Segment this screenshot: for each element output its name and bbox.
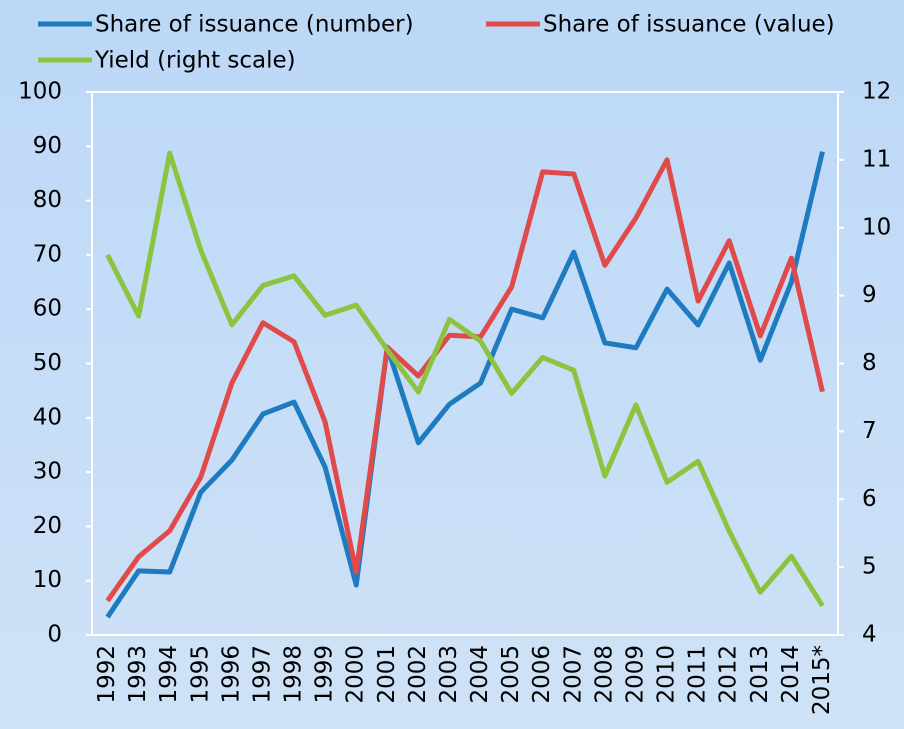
y-tick-label: 10 (33, 567, 62, 593)
y-tick-label: 60 (33, 296, 62, 322)
y-tick-label: 30 (33, 459, 62, 485)
y2-tick-label: 6 (862, 486, 877, 512)
x-tick-label: 2006 (529, 645, 555, 704)
y2-tick-label: 5 (862, 554, 877, 580)
series-line (105, 157, 825, 603)
x-tick-label: 2014 (778, 645, 804, 704)
y-tick-label: 100 (18, 79, 62, 105)
x-tick-label: 1994 (156, 645, 182, 704)
x-tick-label: 2004 (467, 645, 493, 704)
x-tick-label: 2001 (374, 645, 400, 704)
y2-tick-label: 10 (862, 214, 891, 240)
series-line (105, 150, 825, 608)
y-tick-label: 50 (33, 350, 62, 376)
y-tick-label: 80 (33, 187, 62, 213)
y2-tick-label: 12 (862, 79, 891, 105)
y-tick-label: 20 (33, 513, 62, 539)
x-tick-label: 2010 (654, 645, 680, 704)
x-tick-label: 2007 (560, 645, 586, 704)
x-tick-label: 1992 (94, 645, 120, 704)
y-tick-label: 70 (33, 241, 62, 267)
y-tick-label: 40 (33, 404, 62, 430)
x-tick-label: 2005 (498, 645, 524, 704)
x-tick-label: 1997 (249, 645, 275, 704)
x-tick-label: 1996 (218, 645, 244, 704)
y2-tick-label: 11 (862, 146, 891, 172)
series-line (105, 151, 825, 619)
x-tick-label: 1995 (187, 645, 213, 704)
x-tick-label: 1998 (281, 645, 307, 704)
x-tick-label: 2003 (436, 645, 462, 704)
legend-label: Share of issuance (value) (543, 12, 835, 38)
x-tick-label: 1993 (125, 645, 151, 704)
x-tick-label: 2013 (747, 645, 773, 704)
x-tick-label: 2015* (809, 645, 835, 715)
x-tick-label: 2009 (622, 645, 648, 704)
legend-label: Yield (right scale) (94, 48, 296, 74)
legend-label: Share of issuance (number) (95, 12, 414, 38)
x-tick-label: 2000 (343, 645, 369, 704)
x-tick-label: 2008 (591, 645, 617, 704)
x-tick-label: 1999 (312, 645, 338, 704)
y2-tick-label: 4 (862, 622, 877, 648)
x-tick-label: 2002 (405, 645, 431, 704)
y2-tick-label: 8 (862, 350, 877, 376)
y2-tick-label: 9 (862, 282, 877, 308)
x-tick-label: 2011 (685, 645, 711, 704)
y-tick-label: 90 (33, 133, 62, 159)
x-tick-label: 2012 (716, 645, 742, 704)
y2-tick-label: 7 (862, 418, 877, 444)
y-tick-label: 0 (47, 622, 62, 648)
